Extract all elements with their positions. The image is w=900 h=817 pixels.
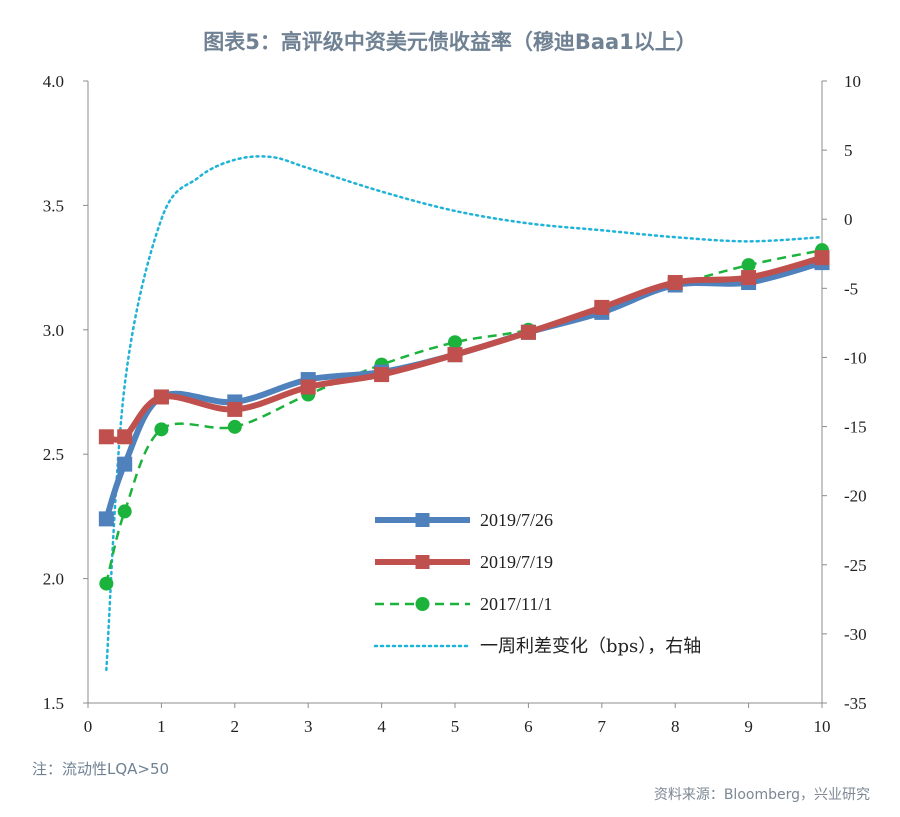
x-tick-label: 0 [84, 717, 93, 736]
data-point [300, 379, 316, 395]
legend-label: 2019/7/26 [480, 510, 553, 530]
y-right-tick-label: -30 [844, 625, 867, 644]
footnote: 注：流动性LQA>50 [32, 760, 170, 778]
series-2 [99, 243, 829, 591]
y-right-tick-label: -10 [844, 348, 867, 367]
y-left-tick-label: 2.0 [43, 570, 64, 589]
y-right-tick-label: -5 [844, 279, 858, 298]
legend-item: 2019/7/26 [375, 510, 553, 530]
x-tick-label: 9 [744, 717, 753, 736]
x-tick-label: 2 [231, 717, 240, 736]
data-point [154, 422, 169, 437]
legend-label: 一周利差变化（bps），右轴 [480, 636, 701, 657]
data-point [447, 347, 463, 363]
y-right-tick-label: 5 [844, 141, 853, 160]
data-point [814, 250, 830, 266]
legend-marker [415, 513, 430, 527]
x-tick-label: 4 [377, 717, 386, 736]
data-point [117, 429, 133, 445]
x-tick-label: 6 [524, 717, 533, 736]
legend-item: 一周利差变化（bps），右轴 [373, 636, 701, 657]
x-tick-label: 1 [157, 717, 166, 736]
legend-label: 2019/7/19 [480, 552, 553, 572]
data-point [594, 299, 610, 315]
data-point [741, 258, 756, 273]
series-layer [98, 155, 830, 672]
y-left-tick-label: 1.5 [43, 694, 64, 713]
data-point [448, 335, 462, 350]
legend: 2019/7/26 2019/7/19 2017/11/1 一周利差变化（bps），右… [373, 510, 701, 657]
data-point [153, 389, 169, 405]
series-line [103, 259, 823, 520]
data-point [98, 511, 114, 527]
data-point [227, 419, 242, 434]
y-right-tick-label: -20 [844, 487, 867, 506]
legend-item: 2017/11/1 [375, 594, 552, 614]
data-point [741, 270, 757, 286]
legend-label: 2017/11/1 [480, 594, 552, 614]
legend-marker [415, 555, 430, 569]
data-point [98, 429, 114, 445]
x-tick-label: 8 [671, 717, 680, 736]
data-point [667, 275, 683, 291]
data-point [117, 504, 132, 519]
legend-item: 2019/7/19 [375, 552, 553, 572]
series-0 [98, 255, 830, 527]
legend-marker [415, 597, 430, 611]
x-tick-label: 7 [598, 717, 607, 736]
y-right-tick-label: -25 [844, 556, 867, 575]
data-point [99, 576, 114, 591]
series-1 [98, 250, 830, 445]
y-right-tick-label: -15 [844, 418, 867, 437]
series-line [105, 248, 823, 584]
y-right-tick-label: 10 [844, 72, 861, 91]
source-note: 资料来源：Bloomberg，兴业研究 [653, 787, 870, 803]
x-tick-label: 5 [451, 717, 460, 736]
x-tick-label: 3 [304, 717, 313, 736]
data-point [117, 456, 133, 472]
series-line [105, 155, 824, 672]
series-3 [105, 155, 824, 672]
x-tick-label: 10 [814, 717, 831, 736]
y-left-tick-label: 3.5 [43, 196, 64, 215]
y-left-tick-label: 3.0 [43, 321, 64, 340]
axes: 0 1 2 3 4 5 6 7 8 9 10 1.5 2.0 2.5 3.0 3.5 4.0 10 5 0 -5 -10 -… [43, 72, 867, 736]
y-left-tick-label: 4.0 [43, 72, 64, 91]
chart-title: 图表5：高评级中资美元债收益率（穆迪Baa1以上） [203, 30, 697, 54]
y-right-tick-label: -35 [844, 694, 867, 713]
data-point [374, 367, 390, 383]
data-point [520, 324, 536, 340]
y-left-tick-label: 2.5 [43, 445, 64, 464]
y-right-tick-label: 0 [844, 210, 853, 229]
data-point [227, 401, 243, 417]
